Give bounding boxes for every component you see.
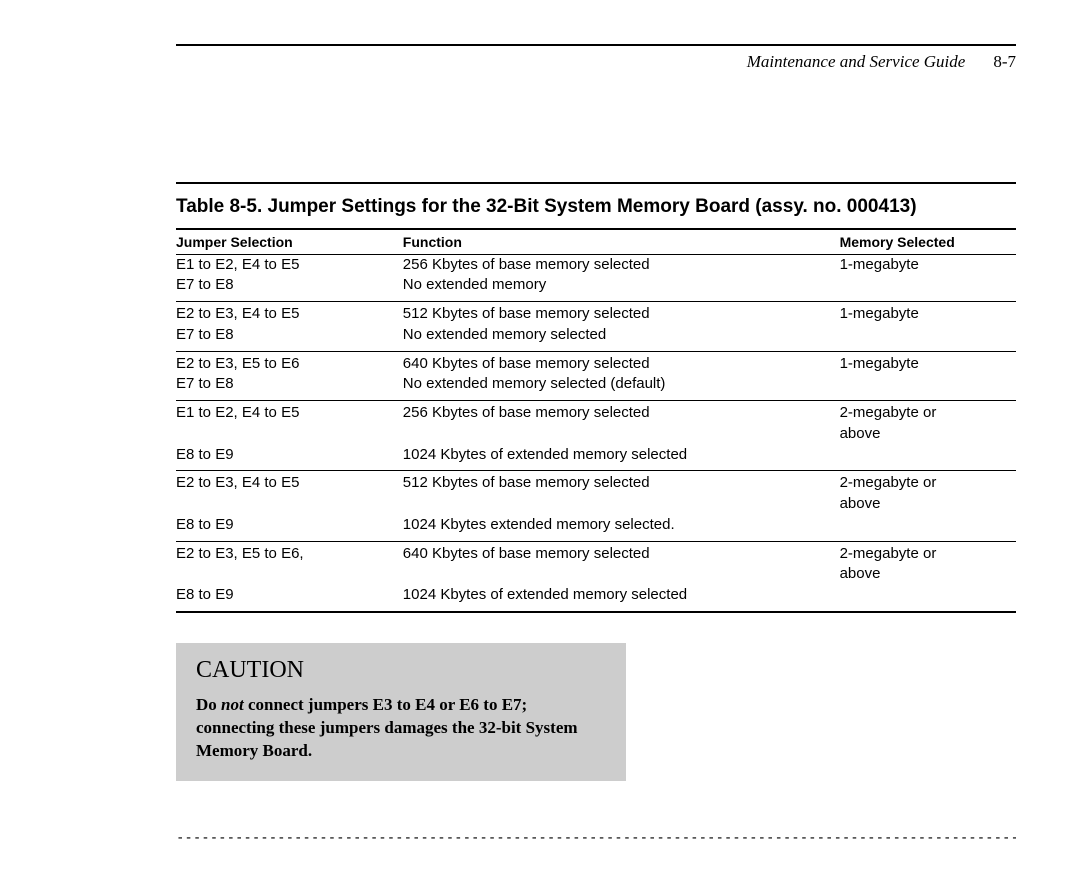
caution-text-post: connect jumpers E3 to E4 or E6 to E7; co… xyxy=(196,695,578,760)
table-row: E7 to E8No extended memory selected (def… xyxy=(176,374,1016,400)
page-number: 8-7 xyxy=(993,52,1016,72)
table-cell: above xyxy=(840,564,1016,585)
table-cell xyxy=(403,564,840,585)
table-cell xyxy=(840,275,1016,301)
header-rule xyxy=(176,44,1016,46)
table-cell: E7 to E8 xyxy=(176,275,403,301)
table-row: above xyxy=(176,424,1016,445)
table-cell: No extended memory selected xyxy=(403,325,840,351)
table-cell: No extended memory selected (default) xyxy=(403,374,840,400)
caution-title: CAUTION xyxy=(196,657,606,684)
table-cell: 640 Kbytes of base memory selected xyxy=(403,541,840,564)
table-cell xyxy=(176,494,403,515)
section-rule xyxy=(176,182,1016,184)
page: Maintenance and Service Guide 8-7 Table … xyxy=(0,0,1080,894)
table-cell: E7 to E8 xyxy=(176,374,403,400)
table-cell: above xyxy=(840,494,1016,515)
caution-text-pre: Do xyxy=(196,695,221,714)
caution-body: Do not connect jumpers E3 to E4 or E6 to… xyxy=(196,694,606,763)
table-cell xyxy=(840,445,1016,471)
table-cell: E2 to E3, E5 to E6, xyxy=(176,541,403,564)
table-row: E2 to E3, E4 to E5512 Kbytes of base mem… xyxy=(176,471,1016,494)
table-cell: E8 to E9 xyxy=(176,585,403,611)
table-cell: E7 to E8 xyxy=(176,325,403,351)
table-title: Table 8-5. Jumper Settings for the 32-Bi… xyxy=(176,194,1016,220)
table-cell: 512 Kbytes of base memory selected xyxy=(403,302,840,325)
running-head: Maintenance and Service Guide 8-7 xyxy=(176,52,1016,72)
col-header-memory: Memory Selected xyxy=(840,229,1016,255)
table-cell: 1-megabyte xyxy=(840,254,1016,275)
table-cell xyxy=(176,564,403,585)
col-header-jumper: Jumper Selection xyxy=(176,229,403,255)
table-row: E7 to E8No extended memory xyxy=(176,275,1016,301)
table-body: E1 to E2, E4 to E5256 Kbytes of base mem… xyxy=(176,254,1016,611)
table-cell: E1 to E2, E4 to E5 xyxy=(176,254,403,275)
table-cell: E1 to E2, E4 to E5 xyxy=(176,401,403,424)
table-cell: above xyxy=(840,424,1016,445)
table-cell: 1024 Kbytes extended memory selected. xyxy=(403,515,840,541)
table-cell: E2 to E3, E5 to E6 xyxy=(176,351,403,374)
table-row: E2 to E3, E5 to E6640 Kbytes of base mem… xyxy=(176,351,1016,374)
table-cell: E8 to E9 xyxy=(176,445,403,471)
table-row: above xyxy=(176,564,1016,585)
table-row: E2 to E3, E5 to E6,640 Kbytes of base me… xyxy=(176,541,1016,564)
table-row: E1 to E2, E4 to E5256 Kbytes of base mem… xyxy=(176,254,1016,275)
table-cell: 2-megabyte or xyxy=(840,401,1016,424)
table-row: E8 to E91024 Kbytes extended memory sele… xyxy=(176,515,1016,541)
running-title: Maintenance and Service Guide xyxy=(747,52,966,72)
caution-box: CAUTION Do not connect jumpers E3 to E4 … xyxy=(176,643,626,781)
footer-dashes: ----------------------------------------… xyxy=(176,830,1016,846)
table-cell: 1024 Kbytes of extended memory selected xyxy=(403,445,840,471)
table-cell: E8 to E9 xyxy=(176,515,403,541)
table-cell xyxy=(840,515,1016,541)
table-cell xyxy=(176,424,403,445)
table-cell: E2 to E3, E4 to E5 xyxy=(176,471,403,494)
table-row: E1 to E2, E4 to E5256 Kbytes of base mem… xyxy=(176,401,1016,424)
table-cell: 2-megabyte or xyxy=(840,541,1016,564)
table-cell: 256 Kbytes of base memory selected xyxy=(403,401,840,424)
table-cell: 1024 Kbytes of extended memory selected xyxy=(403,585,840,611)
table-cell: 2-megabyte or xyxy=(840,471,1016,494)
table-cell: 1-megabyte xyxy=(840,302,1016,325)
table-cell xyxy=(403,424,840,445)
jumper-table: Jumper Selection Function Memory Selecte… xyxy=(176,228,1016,611)
table-end-rule xyxy=(176,611,1016,613)
table-cell: E2 to E3, E4 to E5 xyxy=(176,302,403,325)
table-cell: 256 Kbytes of base memory selected xyxy=(403,254,840,275)
caution-text-not: not xyxy=(221,695,244,714)
table-cell: 1-megabyte xyxy=(840,351,1016,374)
table-row: E8 to E91024 Kbytes of extended memory s… xyxy=(176,585,1016,611)
table-header-row: Jumper Selection Function Memory Selecte… xyxy=(176,229,1016,255)
table-cell xyxy=(840,325,1016,351)
table-row: E7 to E8No extended memory selected xyxy=(176,325,1016,351)
col-header-function: Function xyxy=(403,229,840,255)
table-cell: No extended memory xyxy=(403,275,840,301)
table-cell xyxy=(840,585,1016,611)
table-cell: 640 Kbytes of base memory selected xyxy=(403,351,840,374)
table-row: E2 to E3, E4 to E5512 Kbytes of base mem… xyxy=(176,302,1016,325)
table-cell: 512 Kbytes of base memory selected xyxy=(403,471,840,494)
table-cell xyxy=(840,374,1016,400)
table-row: above xyxy=(176,494,1016,515)
table-row: E8 to E91024 Kbytes of extended memory s… xyxy=(176,445,1016,471)
table-cell xyxy=(403,494,840,515)
